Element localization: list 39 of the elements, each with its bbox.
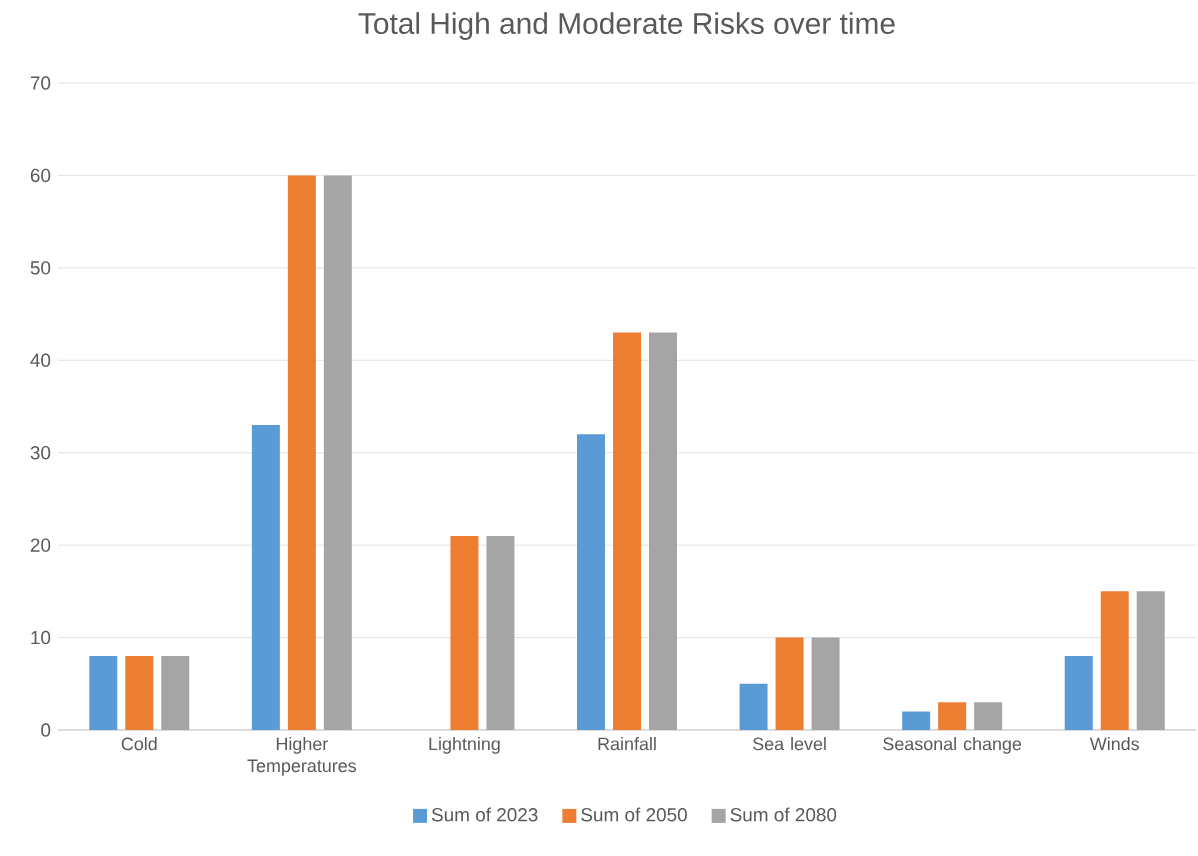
legend-label: Sum of 2080 [730,807,837,822]
bar [450,535,479,730]
x-tick-label: Cold [121,737,157,751]
bar [1064,656,1093,730]
bar [287,175,316,730]
bar [323,175,352,730]
bar [902,711,931,730]
x-tick-label: Higher Temperatures [247,737,357,776]
x-tick-label: Seasonal change [883,737,1022,754]
bar [974,702,1003,730]
bar [89,656,118,730]
x-tick-label: Lightning [429,737,500,754]
legend-label: Sum of 2023 [431,807,538,822]
x-tick-label: Sea level [753,737,826,751]
y-tick-label: 0 [41,723,51,737]
bar [739,683,768,730]
bar [775,637,804,730]
bar [649,332,678,730]
legend-label: Sum of 2050 [581,807,687,822]
y-tick-label: 30 [30,446,51,460]
x-tick-label: Winds [1089,737,1139,751]
bar [938,702,967,730]
y-tick-label: 10 [31,630,51,645]
bar [486,535,515,730]
bar [1100,591,1129,730]
x-tick-label: Rainfall [598,737,656,751]
bar [161,656,190,730]
y-tick-label: 60 [30,168,51,183]
y-tick-label: 50 [30,261,51,275]
bar [251,424,280,730]
chart-title: Total High and Moderate Risks over time [358,12,895,40]
bar [125,656,154,730]
bar [577,434,606,730]
y-tick-label: 70 [30,76,51,90]
bar [613,332,642,730]
bar [811,637,840,730]
bar [1136,591,1165,730]
y-tick-label: 20 [30,538,51,552]
y-tick-label: 40 [30,353,51,367]
